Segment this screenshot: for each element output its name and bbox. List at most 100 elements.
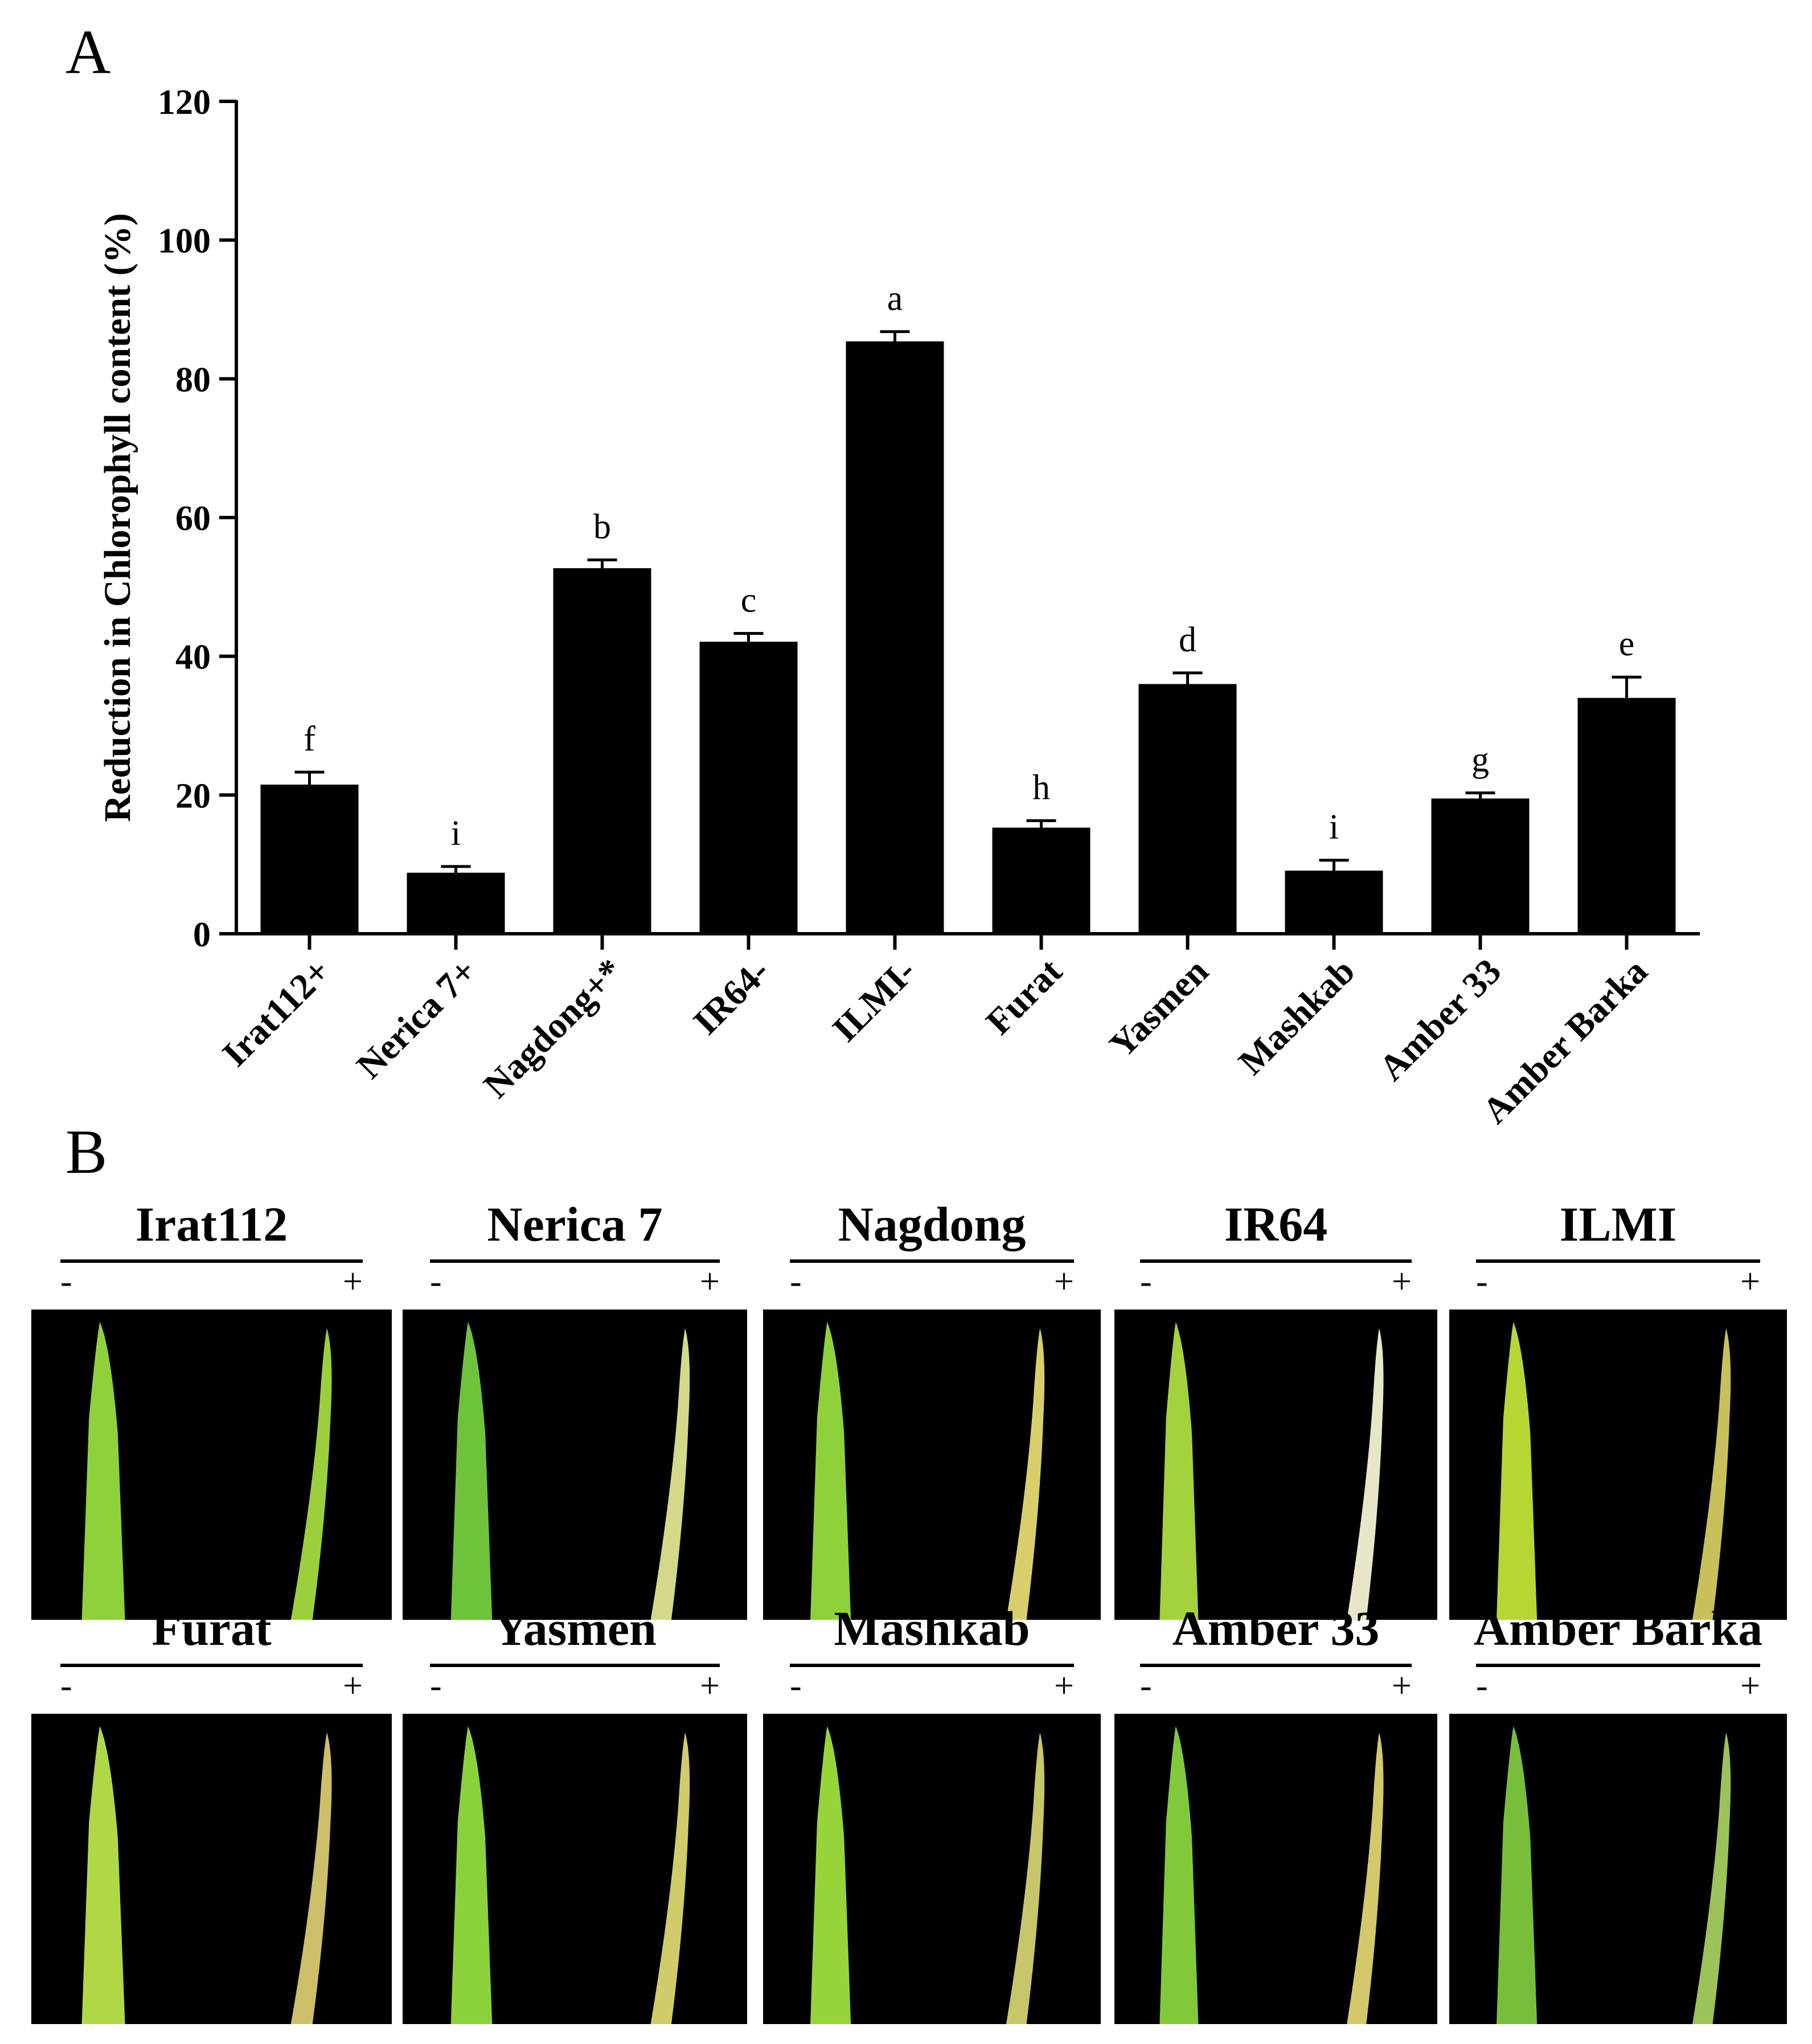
leaf-panel-title: Irat112: [135, 1197, 288, 1251]
treatment-divider: [790, 1259, 1074, 1263]
bar: [1285, 871, 1383, 934]
control-leaf: [1497, 1321, 1538, 1620]
control-label: -: [1140, 1262, 1152, 1301]
x-tick-label: Mashkab: [1231, 951, 1362, 1082]
control-leaf: [810, 1321, 851, 1620]
treatment-divider: [1476, 1259, 1760, 1263]
treated-leaf: [1692, 1328, 1731, 1620]
leaf-photo-drawing: [1159, 1726, 1384, 2024]
leaf-photo-drawing: [450, 1726, 690, 2024]
control-leaf: [810, 1726, 851, 2024]
treated-label: +: [1392, 1667, 1412, 1705]
control-leaf: [450, 1321, 493, 1620]
treated-leaf: [1006, 1328, 1045, 1620]
control-label: -: [60, 1262, 72, 1301]
x-tick-label: Nagdong+*: [475, 951, 630, 1106]
leaf-photo-drawing: [81, 1321, 332, 1620]
leaf-panel-title: IR64: [1224, 1197, 1328, 1251]
treated-label: +: [700, 1667, 720, 1705]
treatment-divider: [60, 1664, 363, 1667]
treated-label: +: [1740, 1262, 1760, 1301]
control-label: -: [1476, 1262, 1488, 1301]
leaf-photo: [31, 1310, 392, 1620]
significance-label: f: [304, 720, 315, 758]
leaf-panel-title: Amber Barka: [1473, 1601, 1763, 1656]
leaf-panel: Mashkab - +: [763, 1600, 1101, 2024]
treated-label: +: [700, 1262, 720, 1301]
leaf-panel: Nagdong - +: [763, 1196, 1101, 1620]
leaf-photo-drawing: [81, 1726, 332, 2024]
leaf-photo-drawing: [810, 1321, 1045, 1620]
leaf-panel: Irat112 - +: [31, 1196, 392, 1620]
significance-label: g: [1471, 741, 1489, 779]
leaf-photo-drawing: [1497, 1321, 1731, 1620]
x-tick-label: Yasmen: [1101, 951, 1216, 1065]
x-tick-label: Furat: [978, 950, 1070, 1042]
leaf-photo: [1114, 1310, 1437, 1620]
leaf-photo: [763, 1714, 1101, 2024]
treatment-divider: [60, 1259, 363, 1263]
leaf-photo: [1449, 1310, 1787, 1620]
bar: [1138, 684, 1237, 934]
bar-chart: 0 20 40 60 80 100 120 Reduction in Chlorophyll …: [97, 83, 1700, 1131]
bar: [407, 872, 505, 934]
leaf-photo: [403, 1714, 747, 2024]
x-tick-label: ILMI-: [825, 951, 923, 1049]
bar: [699, 642, 798, 934]
leaf-panel-title: Furat: [151, 1601, 272, 1656]
y-tick-label: 100: [158, 222, 211, 261]
leaf-panel-title: Yasmen: [493, 1601, 657, 1656]
treated-leaf: [290, 1328, 332, 1620]
x-tick-label: Amber 33: [1371, 951, 1509, 1089]
significance-label: a: [887, 279, 903, 318]
treatment-divider: [430, 1259, 720, 1263]
leaf-photo-drawing: [1159, 1321, 1384, 1620]
bar: [1431, 798, 1530, 934]
leaf-panel: ILMI - +: [1449, 1196, 1787, 1620]
bar: [846, 341, 944, 934]
y-tick-label: 80: [175, 360, 211, 399]
treatment-divider: [430, 1664, 720, 1667]
x-tick-label: Irat112+: [215, 951, 338, 1074]
leaf-panel: Amber Barka - +: [1449, 1600, 1787, 2024]
x-tick-label: IR64-: [686, 951, 777, 1042]
leaf-panel-title: Mashkab: [834, 1601, 1030, 1656]
treated-leaf: [1006, 1732, 1045, 2024]
significance-label: d: [1179, 621, 1196, 659]
leaf-photo-drawing: [1497, 1726, 1731, 2024]
control-label: -: [60, 1667, 72, 1705]
treated-leaf: [290, 1732, 332, 2024]
leaf-photo: [31, 1714, 392, 2024]
y-tick-label: 60: [175, 499, 211, 538]
leaf-photo: [1114, 1714, 1437, 2024]
panel-b-label: B: [65, 1117, 108, 1187]
x-tick-label: Nerica 7+: [349, 951, 484, 1086]
treated-label: +: [1740, 1667, 1760, 1705]
control-leaf: [1159, 1726, 1199, 2024]
leaf-panel: Yasmen - +: [403, 1600, 747, 2024]
control-label: -: [1140, 1667, 1152, 1705]
control-label: -: [430, 1667, 442, 1705]
leaf-panel: IR64 - +: [1114, 1196, 1437, 1620]
leaf-photo: [403, 1310, 747, 1620]
control-label: -: [1476, 1667, 1488, 1705]
leaf-photo: [763, 1310, 1101, 1620]
treated-label: +: [1392, 1262, 1412, 1301]
leaf-panel-title: Amber 33: [1172, 1601, 1380, 1656]
panel-a-label: A: [65, 17, 111, 87]
control-label: -: [790, 1262, 802, 1301]
leaf-panel: Amber 33- +: [1114, 1600, 1437, 2024]
treated-leaf: [1692, 1732, 1731, 2024]
leaf-panel-title: ILMI: [1559, 1197, 1677, 1251]
control-label: -: [790, 1667, 802, 1705]
leaf-photo-drawing: [450, 1321, 690, 1620]
significance-label: c: [741, 581, 757, 619]
treated-leaf: [650, 1328, 690, 1620]
control-leaf: [1497, 1726, 1538, 2024]
leaf-panel: Furat - +: [31, 1600, 392, 2024]
treated-leaf: [1347, 1732, 1384, 2024]
treatment-divider: [1140, 1259, 1412, 1263]
treatment-divider: [1476, 1664, 1760, 1667]
control-leaf: [450, 1726, 493, 2024]
treated-label: +: [1054, 1667, 1074, 1705]
